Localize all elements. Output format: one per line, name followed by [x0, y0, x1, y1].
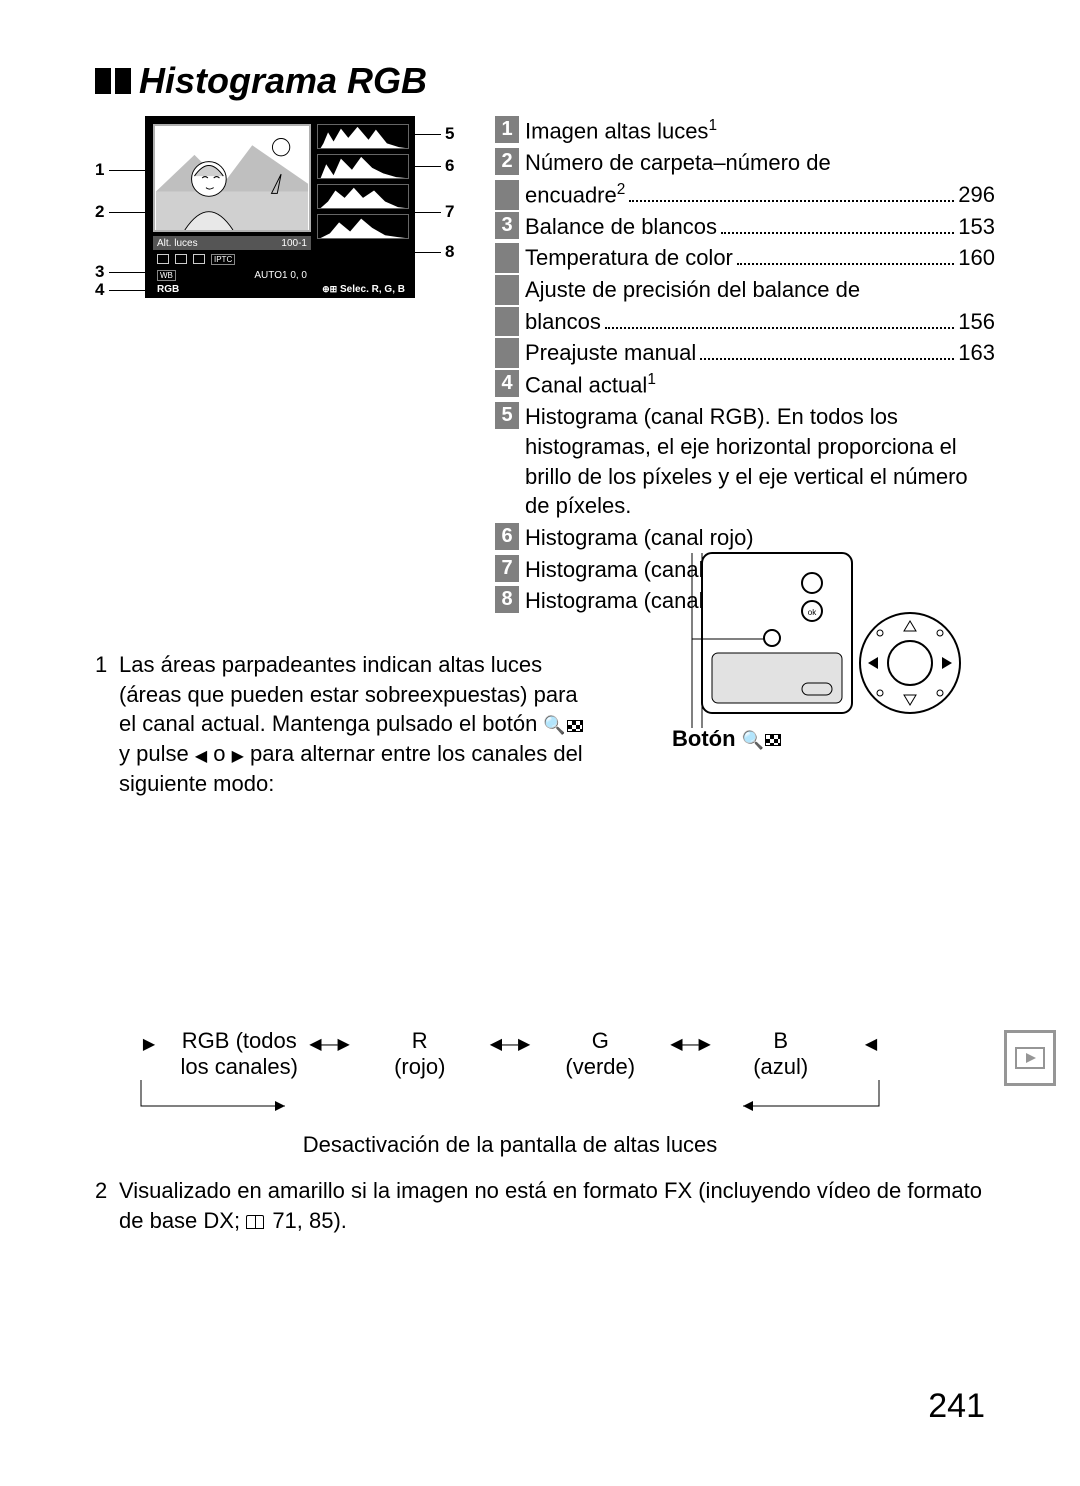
legend-num: 4 [495, 370, 519, 397]
zoom-out-checker-icon: 🔍 [742, 730, 781, 751]
histogram-b [317, 214, 409, 239]
legend-num: 5 [495, 402, 519, 429]
mini-icon-3 [193, 254, 205, 264]
callout-8: 8 [445, 242, 454, 262]
camera-illustration: ok Botón 🔍 [672, 548, 972, 758]
arrow-right-icon: ▶ [125, 1028, 173, 1054]
channel-cycle-diagram: ▶ RGB (todoslos canales) ◀—▶ R(rojo) ◀—▶… [125, 1028, 895, 1172]
playback-tab-icon [1004, 1030, 1056, 1086]
mini-icon-2 [175, 254, 187, 264]
legend-row-2b: encuadre2296 [495, 180, 995, 210]
histogram-g [317, 184, 409, 209]
callout-3: 3 [95, 262, 104, 282]
legend-num: 8 [495, 586, 519, 613]
wb-icon: WB [157, 270, 176, 281]
histogram-r [317, 154, 409, 179]
left-triangle-icon: ◀ [195, 748, 207, 765]
callout-2: 2 [95, 202, 104, 222]
legend-row-2: 2 Número de carpeta–número de [495, 148, 995, 178]
legend-num: 2 [495, 148, 519, 175]
cycle-bottom-text: Desactivación de la pantalla de altas lu… [303, 1132, 718, 1158]
legend-num: 3 [495, 212, 519, 239]
callout-7: 7 [445, 202, 454, 222]
svg-text:ok: ok [808, 608, 817, 617]
callout-1: 1 [95, 160, 104, 180]
footnote-2: 2 Visualizado en amarillo si la imagen n… [95, 1176, 995, 1235]
lcd-status-line-1: Alt. luces 100-1 [153, 236, 311, 250]
right-triangle-icon: ▶ [232, 748, 244, 765]
legend-row-4: 4 Canal actual1 [495, 370, 995, 400]
lcd-folder-frame: 100-1 [281, 238, 307, 249]
lcd-select-rgb: Selec. R, G, B [340, 284, 405, 295]
lcd-wb-value: AUTO1 0, 0 [254, 270, 307, 281]
mini-icon-1 [157, 254, 169, 264]
footnote-num: 1 [95, 650, 119, 798]
lcd-status-line-3: WB AUTO1 0, 0 [153, 268, 311, 282]
legend-table: 1 Imagen altas luces1 2 Número de carpet… [495, 116, 995, 618]
cycle-cell-g: G(verde) [534, 1028, 667, 1080]
callout-6: 6 [445, 156, 454, 176]
legend-row-5: 5 Histograma (canal RGB). En todos los h… [495, 402, 995, 521]
lcd-highlights-label: Alt. luces [157, 238, 198, 249]
legend-num: 6 [495, 523, 519, 550]
lcd-channel-label: RGB [157, 284, 179, 296]
footnote-num: 2 [95, 1176, 119, 1235]
histogram-rgb [317, 124, 409, 149]
zoom-checker-icon: ⊕⊞ [322, 284, 337, 294]
arrow-lr-icon: ◀—▶ [306, 1028, 354, 1054]
cycle-cell-rgb: RGB (todoslos canales) [173, 1028, 306, 1080]
lcd-screen: Alt. luces 100-1 IPTC WB AUTO1 0, 0 RGB [145, 116, 415, 298]
legend-row-1: 1 Imagen altas luces1 [495, 116, 995, 146]
title-bullet-icon [95, 68, 131, 94]
legend-num: 7 [495, 555, 519, 582]
legend-row-3: 3 Balance de blancos153 [495, 212, 995, 242]
page-number: 241 [928, 1387, 985, 1426]
callout-4: 4 [95, 280, 104, 300]
legend-num: 1 [495, 116, 519, 143]
arrow-lr-icon: ◀—▶ [667, 1028, 715, 1054]
cycle-cell-b: B(azul) [715, 1028, 848, 1080]
iptc-badge: IPTC [211, 254, 235, 265]
preview-photo [153, 124, 311, 232]
title-text: Histograma RGB [139, 60, 427, 102]
zoom-out-checker-icon: 🔍 [543, 713, 582, 737]
lcd-status-line-2: IPTC [153, 252, 311, 266]
arrow-left-icon: ◀ [847, 1028, 895, 1054]
section-title: Histograma RGB [95, 60, 995, 102]
boton-label: Botón 🔍 [672, 726, 781, 752]
manual-page-icon [246, 1215, 264, 1229]
lcd-preview-area: Alt. luces 100-1 IPTC WB AUTO1 0, 0 RGB [95, 116, 465, 618]
cycle-bottom-connector [125, 1080, 895, 1116]
cycle-cell-r: R(rojo) [354, 1028, 487, 1080]
callout-5: 5 [445, 124, 454, 144]
lcd-bottom-bar: RGB ⊕⊞ Selec. R, G, B [153, 284, 409, 296]
arrow-lr-icon: ◀—▶ [486, 1028, 534, 1054]
